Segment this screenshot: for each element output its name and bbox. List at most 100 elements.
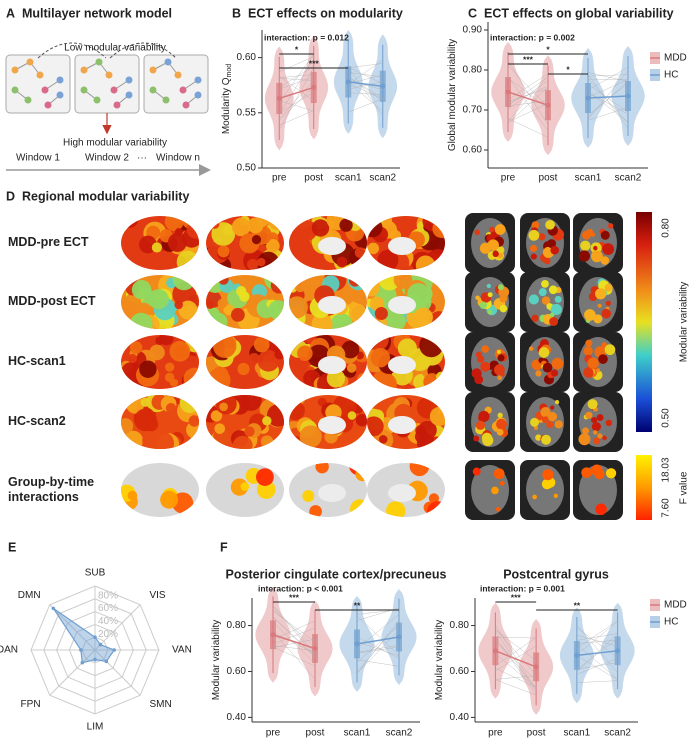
brain-patch (268, 300, 284, 320)
subject-line (348, 82, 383, 100)
axial-patch (541, 280, 549, 288)
subject-line (272, 617, 316, 658)
network-diagram (5, 42, 211, 176)
median-point (354, 641, 360, 647)
axial-patch (497, 375, 503, 381)
medial-wall (318, 356, 346, 374)
brain-patch (311, 313, 333, 329)
brain (289, 216, 367, 270)
axial-patch (583, 367, 594, 378)
axial-patch (602, 243, 615, 256)
chart-title: ECT effects on modularity (248, 6, 403, 20)
subject-line (279, 76, 314, 90)
y-axis-label-text: Modularity Q (221, 77, 232, 134)
subject-line (356, 659, 400, 667)
brain-patch (164, 372, 175, 383)
axial-patch (497, 412, 503, 418)
axial-patch (474, 229, 480, 236)
brain-patch (151, 242, 163, 253)
brain-maps (121, 213, 623, 520)
median-line (348, 81, 383, 88)
diagram-annotation: High modular variability (63, 138, 167, 149)
y-axis-label-text: Modular variability (211, 620, 222, 701)
brain-patch (174, 300, 183, 310)
subject-line (507, 65, 549, 108)
median-line (587, 95, 629, 99)
axial-patch (600, 230, 610, 240)
axial-patch (535, 434, 542, 441)
subject-line (507, 88, 549, 102)
brain (367, 463, 445, 517)
row-label: HC-scan1 (8, 354, 66, 368)
brain-patch (231, 307, 245, 322)
brain-patch (260, 435, 274, 448)
axial-patch (550, 369, 559, 377)
axial-patch (604, 283, 613, 292)
significance-label: * (295, 44, 299, 54)
axial-patch (542, 362, 553, 373)
subject-line (507, 118, 549, 138)
axial-patch (487, 292, 493, 298)
median-point (505, 89, 511, 95)
medial-wall (388, 484, 416, 502)
brain-patch (296, 220, 318, 241)
brain-patch (355, 275, 366, 285)
brain (289, 463, 367, 517)
subject-line (507, 86, 549, 124)
axial-patch (493, 468, 505, 480)
axial-patch (480, 361, 491, 372)
subject-line (348, 72, 383, 78)
subject-line (279, 67, 314, 130)
axial-patch (499, 480, 505, 486)
x-tick-label: post (304, 173, 323, 184)
panel-label: C (468, 6, 477, 20)
radar-axis-label: DAN (0, 645, 18, 656)
subject-line (507, 100, 549, 107)
brain-patch (299, 425, 322, 448)
medial-wall (388, 296, 416, 314)
medial-wall (318, 484, 346, 502)
y-tick-label: 0.60 (237, 52, 257, 63)
x-tick-label: post (539, 173, 558, 184)
axial-patch (578, 433, 591, 446)
brain-patch (210, 410, 223, 422)
brain-patch (367, 242, 380, 255)
axial-patch (554, 420, 563, 429)
brain-patch (350, 499, 367, 517)
brain-patch (374, 373, 397, 389)
axial-patch (595, 288, 607, 300)
y-tick-label: 0.80 (463, 65, 483, 76)
brain-patch (217, 298, 228, 309)
brain-patch (349, 463, 367, 476)
brain-patch (339, 218, 353, 232)
medial-wall (388, 356, 416, 374)
row-label-line: interactions (8, 490, 79, 504)
axial-patch (591, 422, 601, 432)
axial-patch (544, 257, 551, 265)
axial-patch (491, 486, 499, 495)
subject-line (507, 60, 549, 126)
median-point (615, 648, 621, 654)
significance-label: *** (309, 58, 320, 68)
axial-patch (584, 309, 596, 321)
axial-patch (554, 295, 562, 303)
axial-patch (593, 437, 601, 445)
subject-line (279, 65, 314, 88)
medial-wall (388, 416, 416, 434)
subject-line (495, 668, 537, 688)
brain-patch (415, 255, 436, 270)
row-label: HC-scan2 (8, 414, 66, 428)
x-tick-label: pre (272, 173, 287, 184)
brain-patch (176, 250, 199, 270)
brain-patch (346, 363, 357, 373)
axial-patch (541, 296, 551, 305)
radar-ring (81, 636, 109, 664)
subject-line (348, 81, 383, 90)
subject-line (576, 625, 618, 673)
row-label: MDD-pre ECT (8, 235, 89, 249)
row-label: MDD-post ECT (8, 294, 96, 308)
axial-patch (475, 295, 480, 300)
chart-title: ECT effects on global variability (484, 6, 674, 20)
row-label-line: HC-scan1 (8, 354, 66, 368)
